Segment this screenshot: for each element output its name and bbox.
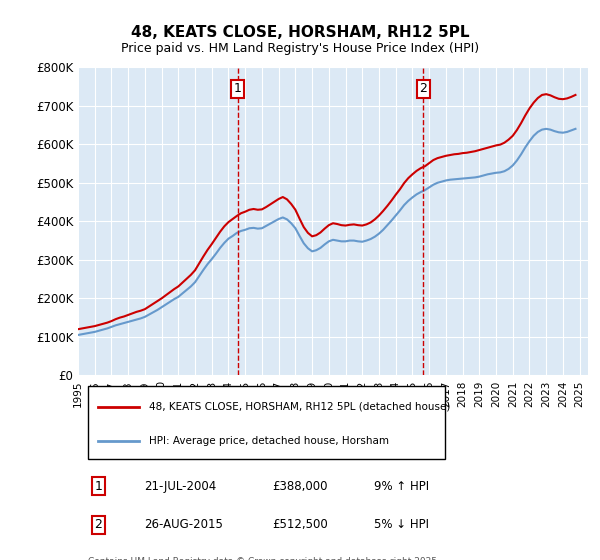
- Text: 48, KEATS CLOSE, HORSHAM, RH12 5PL (detached house): 48, KEATS CLOSE, HORSHAM, RH12 5PL (deta…: [149, 402, 451, 412]
- Text: HPI: Average price, detached house, Horsham: HPI: Average price, detached house, Hors…: [149, 436, 389, 446]
- Text: 9% ↑ HPI: 9% ↑ HPI: [374, 480, 429, 493]
- Text: 26-AUG-2015: 26-AUG-2015: [145, 518, 223, 531]
- FancyBboxPatch shape: [88, 386, 445, 459]
- Text: 1: 1: [234, 82, 242, 95]
- Text: 1: 1: [94, 480, 103, 493]
- Text: 2: 2: [419, 82, 427, 95]
- Text: 48, KEATS CLOSE, HORSHAM, RH12 5PL: 48, KEATS CLOSE, HORSHAM, RH12 5PL: [131, 25, 469, 40]
- Text: £388,000: £388,000: [272, 480, 328, 493]
- Text: 2: 2: [94, 518, 103, 531]
- Text: £512,500: £512,500: [272, 518, 328, 531]
- Text: Price paid vs. HM Land Registry's House Price Index (HPI): Price paid vs. HM Land Registry's House …: [121, 42, 479, 55]
- Text: 21-JUL-2004: 21-JUL-2004: [145, 480, 217, 493]
- Text: Contains HM Land Registry data © Crown copyright and database right 2025.
This d: Contains HM Land Registry data © Crown c…: [88, 557, 440, 560]
- Text: 5% ↓ HPI: 5% ↓ HPI: [374, 518, 429, 531]
